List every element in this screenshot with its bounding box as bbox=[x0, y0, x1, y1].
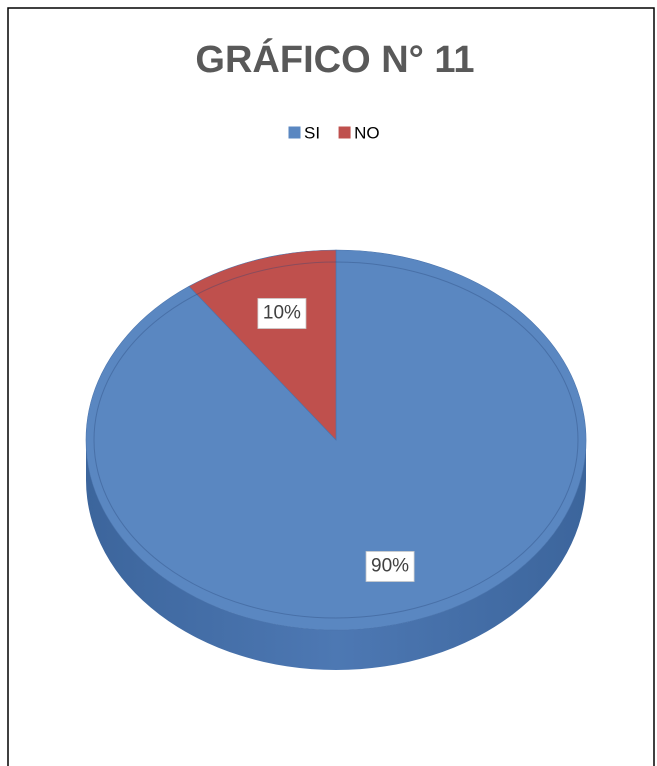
legend-label: SI bbox=[304, 123, 320, 142]
legend-swatch bbox=[287, 125, 302, 140]
data-label-box bbox=[365, 551, 415, 582]
chart-title: GRÁFICO N° 11 bbox=[195, 37, 474, 81]
pie-slice bbox=[188, 249, 337, 441]
data-label: 90% bbox=[371, 556, 409, 577]
data-label: 10% bbox=[263, 303, 301, 324]
pie-highlight bbox=[93, 261, 579, 619]
legend-swatch bbox=[337, 125, 352, 140]
data-label-box bbox=[257, 298, 307, 329]
legend-label: NO bbox=[354, 123, 380, 142]
pie-side bbox=[86, 440, 586, 670]
